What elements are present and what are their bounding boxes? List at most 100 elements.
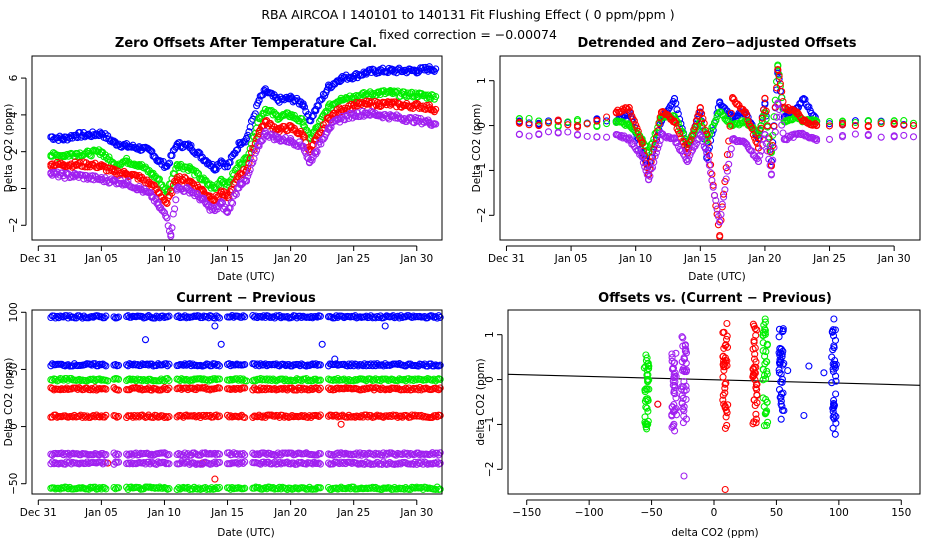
data-point [315,459,323,467]
data-point [554,117,562,125]
data-point [784,367,792,375]
data-point [351,413,359,421]
data-point [726,122,734,130]
data-point [203,312,211,321]
data-point [699,115,707,123]
data-point [701,126,710,135]
data-point [215,375,224,383]
data-point [535,130,543,139]
data-point [114,313,123,321]
data-point [47,161,55,169]
data-point [564,118,572,126]
data-point [215,483,224,492]
data-point [729,113,737,121]
data-point [751,350,759,358]
data-point [432,459,440,467]
data-point [47,151,55,159]
data-point [367,90,375,98]
data-point [193,189,201,198]
data-point [515,130,523,139]
data-point [350,111,358,119]
data-point [680,472,688,480]
data-point [770,143,778,152]
data-point [825,135,834,143]
data-point [99,450,107,458]
data-point [682,395,690,403]
data-point [678,391,686,399]
data-point [362,111,370,119]
data-point [241,313,249,321]
data-point [722,413,730,421]
data-point [753,391,761,399]
data-point [186,186,194,194]
data-point [111,485,120,493]
data-point [436,384,444,392]
data-point [644,407,652,415]
data-point [851,122,859,130]
data-point [102,459,110,467]
data-point [212,483,220,492]
y-tick-label: 4 [8,111,20,118]
data-point [78,162,87,171]
data-point [274,96,282,104]
data-point [249,158,257,167]
data-point [173,184,181,193]
data-point [227,185,235,194]
data-point [672,99,680,107]
data-point [337,74,345,82]
data-point [173,173,181,181]
y-tick-label: −1 [484,417,496,432]
data-point [255,115,263,123]
data-point [337,420,345,428]
data-point [241,360,249,369]
data-point [432,65,440,73]
data-point [114,458,123,466]
data-point [696,104,704,112]
data-point [160,413,169,422]
data-point [573,122,582,130]
data-point [645,175,653,183]
data-point [900,121,908,129]
data-point [313,384,321,392]
data-point [324,384,333,392]
x-tick-label: Jan 05 [554,253,588,265]
data-point [759,365,767,373]
data-point [321,92,329,100]
data-point [316,312,324,320]
data-point [642,395,650,403]
data-point [102,385,110,393]
data-point [114,375,123,383]
data-point [246,145,254,153]
data-point [402,384,410,392]
data-point [583,132,591,140]
x-tick-label: Jan 30 [877,253,911,265]
data-point [721,186,729,194]
data-point [820,369,828,377]
data-point [643,404,651,412]
data-point [405,102,413,110]
data-point [838,133,847,141]
data-point [564,121,572,129]
data-point [134,162,142,170]
data-point [293,129,301,137]
data-point [238,313,246,321]
data-point [59,151,68,159]
data-point [535,117,543,125]
data-point [642,421,650,429]
data-point [324,115,333,123]
data-point [211,449,219,457]
data-point [777,370,785,378]
data-point [114,412,123,420]
data-point [717,210,725,219]
data-point [811,120,819,128]
y-axis-label: Delta CO2 (ppm) [471,104,483,193]
data-point [777,400,785,408]
x-tick-label: Jan 05 [84,507,118,519]
data-point [257,360,265,368]
data-point [375,100,383,108]
data-point [100,361,108,369]
data-point [776,345,784,353]
data-point [345,73,353,82]
data-point [375,111,383,119]
data-point [260,312,268,320]
